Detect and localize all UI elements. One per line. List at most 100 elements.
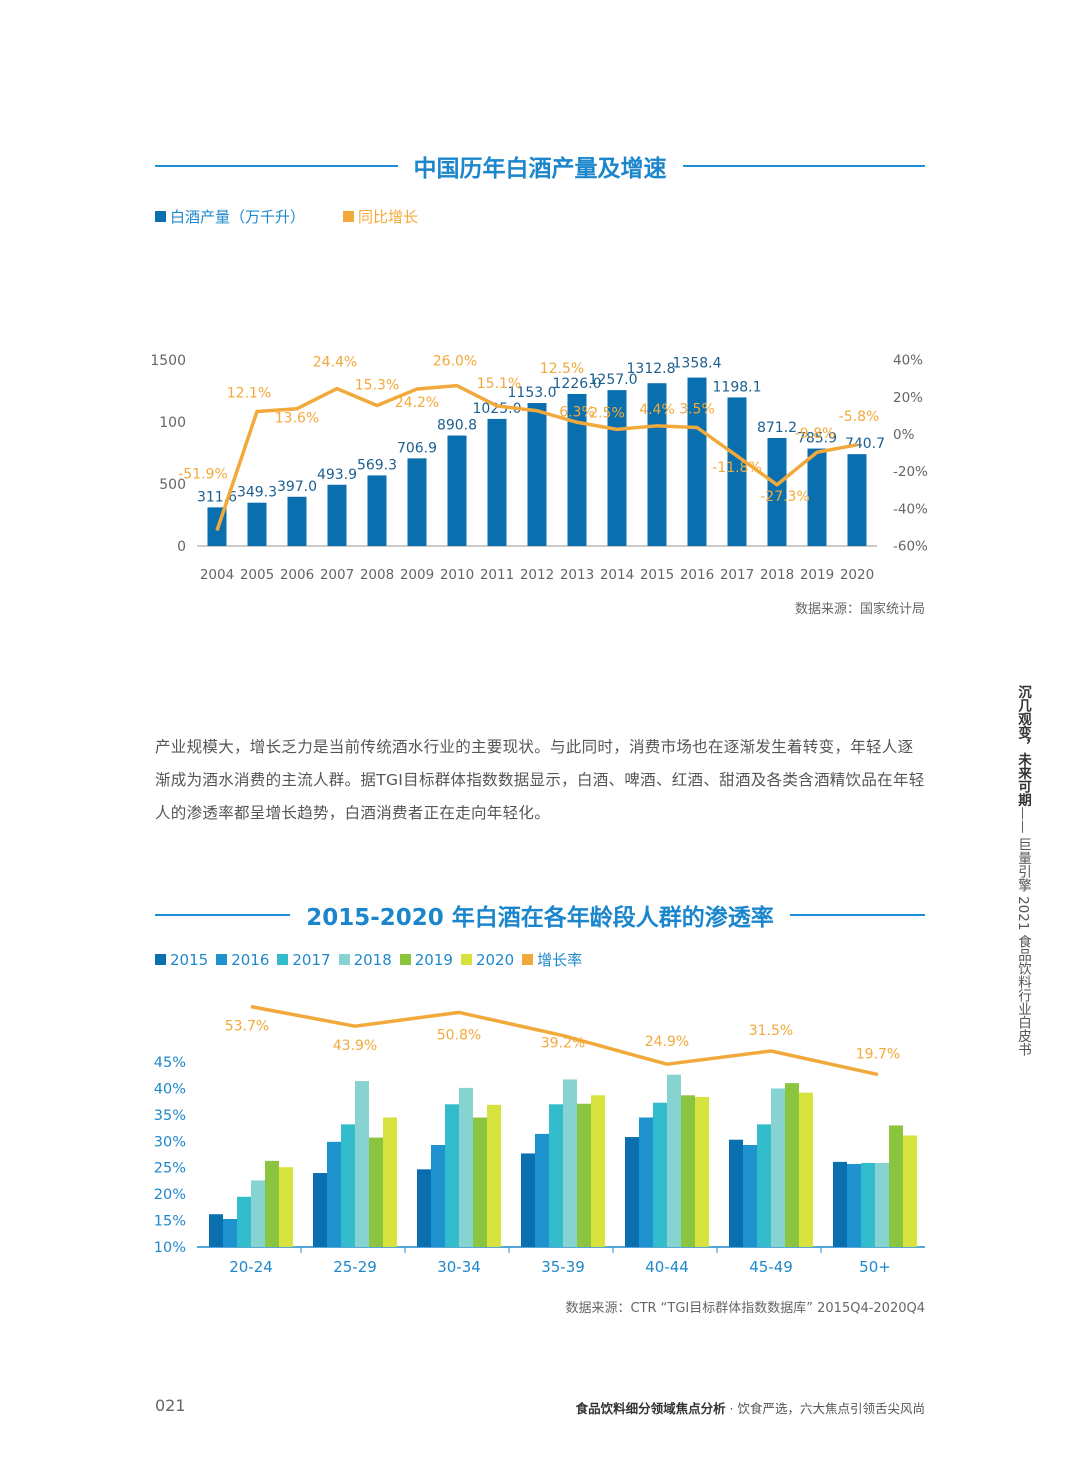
legend-bar: 白酒产量（万千升） <box>155 206 305 227</box>
growth-rate-label: 39.2% <box>541 1036 585 1052</box>
right-axis-tick: 20% <box>893 390 923 406</box>
legend-item: 2018 <box>338 951 392 969</box>
growth-rate-label: 53.7% <box>225 1019 269 1035</box>
growth-rate-label: 19.7% <box>856 1047 900 1063</box>
chart1-title: 中国历年白酒产量及增速 <box>413 156 667 182</box>
production-bar <box>247 502 267 546</box>
penetration-bar <box>487 1104 501 1247</box>
x-tick-label: 2010 <box>440 567 474 583</box>
production-bar <box>327 484 347 546</box>
x-tick-label: 20-24 <box>229 1258 273 1276</box>
penetration-bar <box>695 1096 709 1247</box>
growth-label: 12.1% <box>227 385 271 401</box>
legend-label: 2019 <box>414 950 453 969</box>
penetration-bar <box>209 1214 223 1247</box>
legend-swatch <box>338 954 350 965</box>
penetration-bar <box>383 1117 397 1247</box>
penetration-bar <box>889 1125 903 1247</box>
growth-label: 26.0% <box>433 354 477 370</box>
x-tick-label: 2012 <box>520 567 554 583</box>
legend-swatch <box>522 954 534 965</box>
legend-swatch <box>216 954 228 965</box>
growth-line <box>215 383 858 532</box>
legend-swatch <box>399 954 411 965</box>
bar-value-label: 397.0 <box>277 479 317 495</box>
legend-item: 2015 <box>155 951 208 969</box>
right-axis-tick: -20% <box>893 464 928 480</box>
body-paragraph: 产业规模大，增长乏力是当前传统酒水行业的主要现状。与此同时，消费市场也在逐渐发生… <box>155 738 925 822</box>
penetration-bar <box>785 1083 799 1247</box>
x-tick-label: 2020 <box>840 567 874 583</box>
growth-label: -51.9% <box>178 467 228 483</box>
growth-label: -27.3% <box>760 489 810 505</box>
bar-value-label: 1198.1 <box>713 379 762 395</box>
growth-label: 4.4% <box>639 402 675 418</box>
x-tick-label: 2017 <box>720 567 754 583</box>
x-tick-label: 50+ <box>859 1258 891 1276</box>
bar-value-label: 871.2 <box>757 420 797 436</box>
growth-label: 13.6% <box>275 411 319 427</box>
penetration-bar <box>875 1162 889 1247</box>
footer-section: 食品饮料细分领域焦点分析 · 饮食严选，六大焦点引领舌尖风尚 <box>576 1398 925 1417</box>
penetration-bar <box>445 1104 459 1247</box>
bar-value-label: 1257.0 <box>589 372 638 388</box>
penetration-bar <box>521 1153 535 1247</box>
legend-swatch <box>155 211 166 222</box>
penetration-bar <box>757 1124 771 1247</box>
title-rule-right <box>682 165 925 167</box>
bar-value-label: 1153.0 <box>508 385 557 401</box>
bar-value-label: 569.3 <box>357 457 397 473</box>
right-axis-tick: 0% <box>893 427 915 443</box>
production-bar <box>687 377 707 546</box>
penetration-bar <box>847 1164 861 1247</box>
legend-item: 2016 <box>216 951 269 969</box>
penetration-bar <box>771 1088 785 1247</box>
production-bar <box>447 435 467 546</box>
penetration-bar <box>473 1117 487 1247</box>
legend-item: 2020 <box>460 951 514 969</box>
right-axis-tick: 40% <box>893 353 923 369</box>
legend-line: 同比增长 <box>343 206 418 227</box>
penetration-bar <box>223 1218 237 1247</box>
penetration-bar <box>591 1095 605 1247</box>
x-tick-label: 2013 <box>560 567 594 583</box>
y-axis-tick: 45% <box>154 1055 186 1071</box>
penetration-bar <box>639 1117 653 1247</box>
penetration-bar <box>265 1160 279 1247</box>
penetration-bar <box>577 1103 591 1247</box>
growth-rate-label: 50.8% <box>437 1027 481 1043</box>
legend-swatch <box>155 954 166 965</box>
penetration-bar <box>667 1074 681 1247</box>
chart2-source: 数据来源：CTR “TGI目标群体指数数据库” 2015Q4-2020Q4 <box>565 1301 926 1316</box>
penetration-bar <box>743 1144 757 1247</box>
x-tick-label: 2005 <box>240 567 274 583</box>
chart2-legend: 2015 2016 2017 2018 2019 2020 增长率 <box>155 949 590 970</box>
legend-swatch <box>460 954 472 965</box>
x-tick-label: 45-49 <box>749 1258 793 1276</box>
bar-value-label: 349.3 <box>237 485 277 501</box>
y-axis-tick: 15% <box>154 1214 186 1230</box>
production-bar <box>367 475 387 546</box>
penetration-bar <box>341 1124 355 1247</box>
growth-rate-line <box>250 1004 879 1077</box>
x-tick-label: 2004 <box>200 567 234 583</box>
growth-label: 24.2% <box>395 395 439 411</box>
x-tick-label: 2007 <box>320 567 354 583</box>
bar-value-label: 740.7 <box>845 436 885 452</box>
production-bar <box>287 496 307 546</box>
legend-item: 增长率 <box>522 949 582 970</box>
chart2-title-row: 2015-2020 年白酒在各年龄段人群的渗透率 <box>155 895 925 935</box>
bar-value-label: 493.9 <box>317 467 357 483</box>
penetration-bar <box>327 1141 341 1247</box>
chart2-svg: 45% 40% 35% 30% 25% 20% 15% 10% 20-24 25-29 30-34 3… <box>154 1004 925 1276</box>
penetration-bar <box>833 1161 847 1247</box>
growth-label: -11.8% <box>712 460 762 476</box>
legend-label: 增长率 <box>537 951 583 969</box>
penetration-bar <box>549 1104 563 1247</box>
bar-value-label: 1025.0 <box>473 401 522 417</box>
penetration-bar <box>653 1102 667 1247</box>
growth-label: -5.8% <box>839 409 880 425</box>
penetration-bar <box>625 1137 639 1247</box>
bar-value-label: 890.8 <box>437 418 477 434</box>
growth-label: 12.5% <box>540 361 584 377</box>
